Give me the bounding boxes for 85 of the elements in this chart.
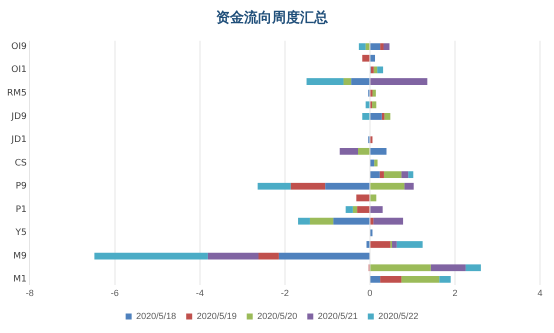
y-tick-label: M9 [13,251,28,262]
x-tick-label: -2 [280,288,289,298]
bar [408,171,414,178]
bar [384,43,390,50]
legend-label: 2020/5/21 [318,310,358,321]
bar [370,241,390,248]
bar [94,252,208,260]
bar [430,264,466,272]
x-tick-label: -4 [196,288,204,298]
bar [401,276,440,283]
bar [374,66,378,74]
chart-title: 资金流向周度汇总 [216,9,328,26]
bar [278,252,370,260]
bar [290,182,326,190]
bar [370,148,386,155]
bar [358,43,366,50]
bar [382,113,384,120]
legend-label: 2020/5/20 [257,310,298,321]
bar [380,171,384,178]
bar [370,160,374,166]
bar [370,78,428,85]
bar [306,78,344,85]
bar [370,276,380,283]
bar [439,276,451,283]
y-tick-label: OI1 [11,65,27,76]
bar [358,148,370,155]
bar [357,206,370,213]
bar [362,54,370,62]
x-tick-label: 0 [367,288,372,298]
y-tick-label: JD1 [10,135,27,146]
legend-label: 2020/5/18 [136,310,176,321]
bar [333,218,370,225]
bar [380,276,402,283]
bar [372,90,376,97]
y-tick-label: OI9 [11,42,28,52]
bar [401,171,408,178]
x-tick-label: 2 [452,288,458,298]
bar [208,252,259,260]
bar [392,241,397,248]
bar [373,218,404,225]
y-tick-label: CS [14,158,28,168]
bar [374,160,378,166]
y-tick-label: JD9 [10,112,28,122]
bar [372,101,376,108]
bar [370,218,374,225]
bar [366,101,370,108]
bar [396,241,423,248]
bar [404,182,414,190]
bar [466,264,481,272]
bar [366,43,370,50]
bar [258,182,291,190]
legend-label: 2020/5/22 [378,310,418,321]
y-tick-label: M1 [13,274,27,285]
bar [370,264,431,272]
bar [370,113,382,120]
bar [325,182,370,190]
bar [377,66,384,74]
bar [370,206,383,213]
y-tick-label: P9 [16,182,28,192]
bar [351,78,370,85]
bar [298,218,310,225]
bar [310,218,334,225]
bar [344,78,352,85]
x-tick-label: -6 [110,288,119,298]
y-tick-label: P1 [16,204,27,215]
y-tick-label: RM5 [6,88,27,99]
bar [370,171,380,178]
bar [366,241,370,248]
bar [362,113,370,120]
bar [370,182,404,190]
bar [352,206,358,213]
bar [370,54,376,62]
bar [384,113,390,120]
x-tick-label: -8 [26,288,34,298]
legend-label: 2020/5/19 [196,310,237,321]
bar [384,171,402,178]
bar [356,194,370,202]
bar [370,194,376,202]
bar [380,43,384,50]
y-tick-label: Y5 [14,228,27,238]
bar [370,43,380,50]
bar [340,148,358,155]
x-tick-label: 4 [537,288,543,298]
bar [258,252,279,260]
bar [346,206,353,213]
